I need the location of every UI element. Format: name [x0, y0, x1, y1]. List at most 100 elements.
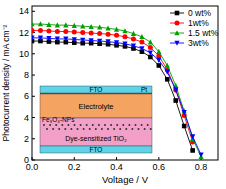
legend-marker	[174, 41, 179, 46]
point	[182, 110, 187, 115]
inset: FTOPtElectrolyteFe₃O₄-NPsDye-sensitized …	[40, 86, 152, 153]
point	[89, 31, 94, 36]
point	[38, 21, 43, 26]
nanoparticle	[147, 124, 149, 126]
point	[139, 46, 144, 51]
fto-bottom	[40, 146, 152, 153]
point	[32, 21, 35, 26]
y-tick	[32, 75, 35, 76]
electrolyte	[40, 94, 152, 118]
point	[114, 40, 119, 45]
legend-marker	[175, 11, 180, 16]
point	[139, 34, 144, 39]
nanoparticle	[110, 124, 112, 126]
point	[198, 152, 203, 157]
nanoparticle	[116, 124, 118, 126]
y-tick-label: 14	[19, 6, 29, 16]
nanoparticle	[52, 128, 54, 130]
nanoparticle	[101, 128, 103, 130]
point	[32, 36, 35, 41]
nanoparticle	[128, 124, 130, 126]
y-tick-label: 2	[24, 134, 29, 144]
point	[122, 28, 127, 33]
nanoparticle	[107, 128, 109, 130]
nanoparticle	[89, 128, 91, 130]
y-tick	[32, 11, 35, 12]
fto-top	[40, 86, 152, 93]
x-tick-label: 0.6	[153, 162, 166, 172]
nanoparticle	[122, 124, 124, 126]
y-tick	[32, 53, 35, 54]
nanoparticle	[92, 124, 94, 126]
point	[139, 40, 144, 45]
nanoparticle	[43, 124, 45, 126]
legend-label: 0 wt%	[188, 8, 212, 18]
annotation: Fe₃O₄-NPs	[42, 116, 75, 123]
point	[80, 38, 85, 43]
point	[63, 22, 68, 27]
annotation: FTO	[90, 146, 103, 153]
x-tick	[158, 157, 159, 160]
y-tick-label: 10	[19, 49, 29, 59]
legend-label: 1.5 wt%	[188, 28, 219, 38]
x-tick-label: 0.4	[110, 162, 123, 172]
y-tick-label: 12	[19, 28, 29, 38]
nanoparticle	[144, 128, 146, 130]
x-axis-label: Voltage / V	[102, 174, 149, 185]
y-axis-label: Photocurrent density / mA cm⁻²	[1, 24, 11, 141]
y-tick-label: 4	[24, 113, 29, 123]
nanoparticle	[83, 128, 85, 130]
point	[165, 63, 170, 68]
nanoparticle	[113, 128, 115, 130]
point	[72, 23, 77, 28]
point	[72, 37, 77, 42]
point	[63, 37, 68, 42]
nanoparticle	[67, 124, 69, 126]
y-tick	[32, 138, 35, 139]
point	[55, 37, 60, 42]
series-line	[32, 41, 193, 150]
point	[114, 33, 119, 38]
point	[97, 39, 102, 44]
point	[123, 34, 128, 39]
point	[173, 88, 178, 93]
nanoparticle	[46, 128, 48, 130]
legend-marker	[174, 30, 179, 35]
point	[122, 41, 127, 46]
point	[148, 45, 153, 50]
point	[32, 28, 35, 33]
point	[105, 26, 110, 31]
annotation: FTO	[90, 86, 103, 93]
point	[190, 134, 195, 139]
chart: 0.00.20.40.60.802468101214Voltage / VPho…	[0, 0, 226, 189]
point	[97, 31, 102, 36]
point	[131, 36, 136, 41]
point	[46, 22, 51, 27]
legend-label: 1wt%	[188, 18, 209, 28]
legend-label: 3wt%	[188, 38, 209, 48]
point	[173, 98, 178, 103]
nanoparticle	[125, 128, 127, 130]
annotation: Dye-sensitized TiO₂	[65, 135, 127, 143]
annotation: Electrolyte	[78, 102, 113, 111]
x-tick-label: 0.2	[68, 162, 81, 172]
y-tick	[32, 117, 35, 118]
y-tick-label: 6	[24, 91, 29, 101]
x-tick	[116, 157, 117, 160]
point	[156, 49, 161, 54]
nanoparticle	[70, 128, 72, 130]
point	[190, 148, 195, 153]
point	[105, 39, 110, 44]
point	[131, 44, 136, 49]
nanoparticle	[98, 124, 100, 126]
point	[63, 29, 68, 34]
nanoparticle	[64, 128, 66, 130]
nanoparticle	[55, 124, 57, 126]
nanoparticle	[135, 124, 137, 126]
point	[80, 23, 85, 28]
point	[106, 32, 111, 37]
nanoparticle	[86, 124, 88, 126]
point	[131, 31, 136, 36]
point	[55, 22, 60, 27]
point	[114, 27, 119, 32]
